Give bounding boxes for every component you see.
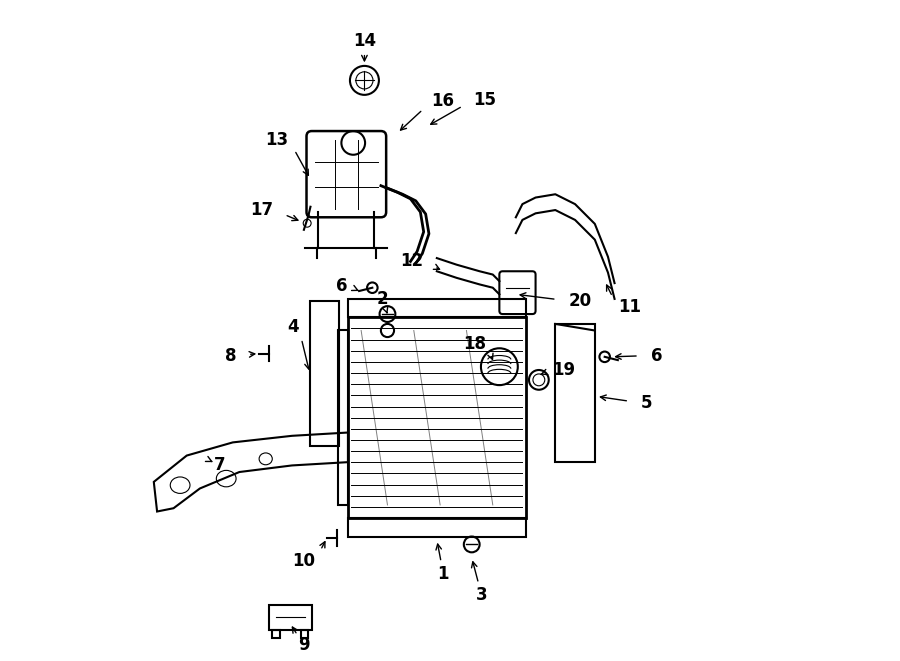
Text: 20: 20: [569, 292, 591, 310]
Text: 3: 3: [476, 586, 488, 604]
Text: 16: 16: [432, 93, 454, 110]
Text: 10: 10: [292, 552, 315, 570]
Text: 4: 4: [287, 318, 299, 336]
Text: 6: 6: [337, 277, 348, 295]
Text: 14: 14: [353, 32, 376, 50]
Text: 1: 1: [437, 565, 449, 583]
Bar: [348, 299, 526, 317]
Bar: [273, 630, 280, 638]
Bar: [555, 324, 595, 462]
Text: 11: 11: [617, 299, 641, 317]
Text: 2: 2: [376, 290, 388, 308]
Text: 12: 12: [400, 253, 424, 270]
Text: 9: 9: [298, 636, 310, 654]
Bar: [310, 301, 339, 446]
Text: 15: 15: [473, 91, 496, 109]
Text: 17: 17: [250, 201, 274, 219]
Text: 18: 18: [464, 334, 486, 353]
Bar: [338, 330, 348, 505]
Text: 5: 5: [641, 394, 652, 412]
Bar: [348, 317, 526, 518]
Text: 8: 8: [225, 346, 236, 364]
Bar: [301, 630, 309, 638]
Text: 13: 13: [266, 131, 289, 149]
Bar: [269, 605, 311, 630]
Text: 6: 6: [651, 346, 662, 364]
Text: 7: 7: [214, 457, 225, 475]
Text: 19: 19: [552, 361, 575, 379]
Bar: [348, 518, 526, 537]
